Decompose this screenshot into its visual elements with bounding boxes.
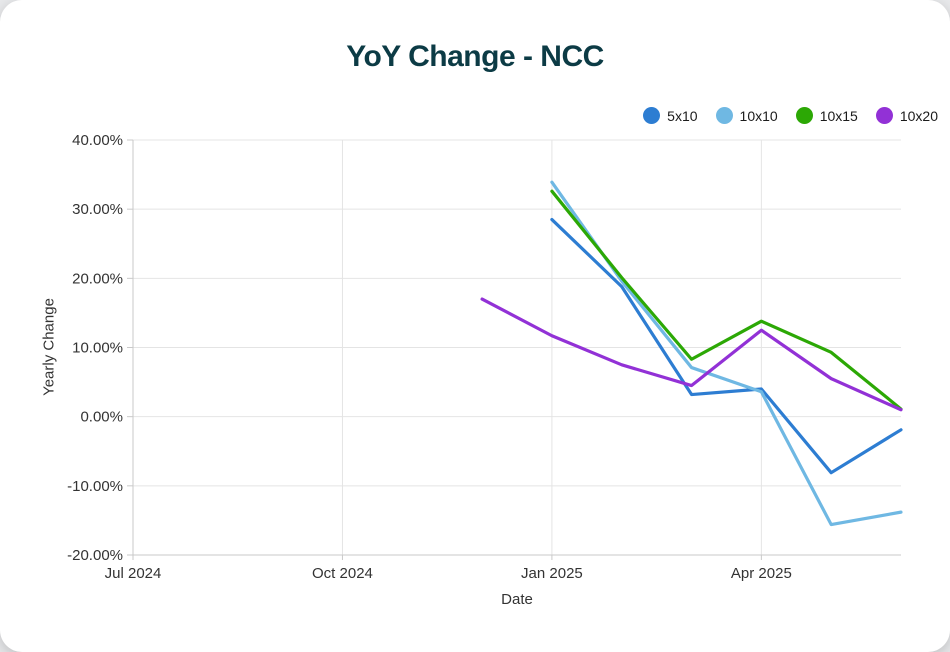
y-tick-label: 0.00% xyxy=(80,409,123,426)
chart-title: YoY Change - NCC xyxy=(346,40,604,73)
x-tick-label: Jan 2025 xyxy=(521,565,583,582)
series-line-5x10 xyxy=(550,217,903,475)
legend-swatch-icon xyxy=(715,107,733,124)
legend-swatch-icon xyxy=(795,107,813,124)
x-tick-label: Oct 2024 xyxy=(312,565,373,582)
series-line-10x15 xyxy=(550,189,903,411)
legend-swatch-icon xyxy=(643,107,661,124)
y-axis-title: Yearly Change xyxy=(40,298,58,396)
y-tick-label: 40.00% xyxy=(72,132,123,149)
y-tick-label: -20.00% xyxy=(67,547,123,564)
legend: 5x10 10x10 10x15 10x20 xyxy=(643,107,938,124)
y-tick-label: 30.00% xyxy=(72,201,123,218)
legend-item-10x10[interactable]: 10x10 xyxy=(715,107,778,124)
series-line-10x20 xyxy=(480,297,903,412)
legend-label: 10x15 xyxy=(819,107,858,124)
legend-label: 10x10 xyxy=(739,107,778,124)
y-tick-label: -10.00% xyxy=(67,478,123,495)
x-tick-label: Apr 2025 xyxy=(731,565,792,582)
x-axis-title: Date xyxy=(501,591,533,608)
legend-item-5x10[interactable]: 5x10 xyxy=(643,107,698,124)
y-tick-label: 20.00% xyxy=(72,270,123,287)
legend-swatch-icon xyxy=(875,107,893,124)
legend-item-10x20[interactable]: 10x20 xyxy=(875,107,938,124)
legend-label: 5x10 xyxy=(667,107,698,124)
x-tick-label: Jul 2024 xyxy=(105,565,162,582)
y-tick-label: 10.00% xyxy=(72,340,123,357)
legend-item-10x15[interactable]: 10x15 xyxy=(795,107,858,124)
series-line-10x10 xyxy=(550,180,903,527)
legend-label: 10x20 xyxy=(899,107,938,124)
